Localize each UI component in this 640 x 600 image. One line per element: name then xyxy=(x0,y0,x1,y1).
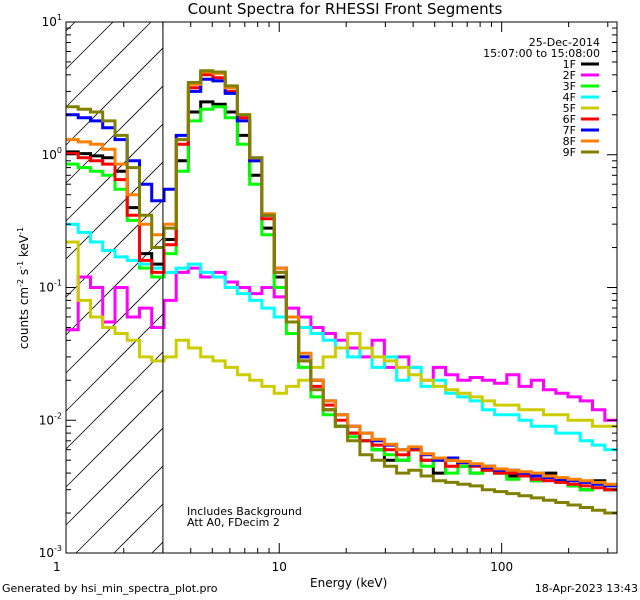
hatch-line xyxy=(65,21,114,70)
hatch-line xyxy=(65,47,164,146)
hatch-line xyxy=(65,21,152,108)
legend-label-2F: 2F xyxy=(563,69,576,82)
hatch-line xyxy=(65,351,164,450)
chart-title: Count Spectra for RHESSI Front Segments xyxy=(187,0,503,18)
y-tick-label: 100 xyxy=(42,146,62,162)
legend-label-8F: 8F xyxy=(563,135,576,148)
y-axis-label: counts cm-2 s-1 keV-1 xyxy=(16,227,31,349)
hatch-line xyxy=(75,465,164,554)
axis-ticks: 1 10 100 10-3 10-2 10-1 100 101 xyxy=(39,13,617,574)
background-note: Includes Background xyxy=(187,505,302,518)
series-3F-line xyxy=(66,105,617,492)
legend-label-9F: 9F xyxy=(563,146,576,159)
hatch-line xyxy=(65,275,164,374)
y-tick-label: 10-3 xyxy=(39,544,62,560)
hatch-line xyxy=(65,21,76,32)
x-tick-label: 1 xyxy=(53,560,61,574)
timestamp-footer: 18-Apr-2023 13:43 xyxy=(534,582,638,595)
date-annotation: 25-Dec-2014 xyxy=(528,36,600,49)
series-1F-line xyxy=(66,100,617,492)
y-tick-label: 10-2 xyxy=(39,411,62,427)
legend-label-4F: 4F xyxy=(563,91,576,104)
x-tick-label: 10 xyxy=(272,560,287,574)
legend-label-7F: 7F xyxy=(563,124,576,137)
hatch-line xyxy=(65,161,164,260)
hatch-line xyxy=(113,503,164,554)
legend-label-6F: 6F xyxy=(563,113,576,126)
legend-label-5F: 5F xyxy=(563,102,576,115)
x-axis-label: Energy (keV) xyxy=(310,576,388,590)
hatch-line xyxy=(65,389,164,488)
series-2F-line xyxy=(66,266,617,422)
hatch-line xyxy=(65,313,164,412)
series-9F-line xyxy=(66,69,617,515)
hatch-line xyxy=(151,541,164,554)
y-tick-label: 10-1 xyxy=(39,279,62,295)
hatch-line xyxy=(65,427,164,526)
series-8F-line xyxy=(66,70,617,486)
legend-label-1F: 1F xyxy=(563,58,576,71)
series-4F-line xyxy=(66,222,617,452)
x-tick-label: 100 xyxy=(490,560,513,574)
attenuator-note: Att A0, FDecim 2 xyxy=(187,516,280,529)
legend-label-3F: 3F xyxy=(563,80,576,93)
series-5F-line xyxy=(66,240,617,428)
time-range-annotation: 15:07:00 to 15:08:00 xyxy=(483,47,600,60)
generator-footer: Generated by hsi_min_spectra_plot.pro xyxy=(2,582,218,595)
y-tick-label: 101 xyxy=(42,13,62,29)
